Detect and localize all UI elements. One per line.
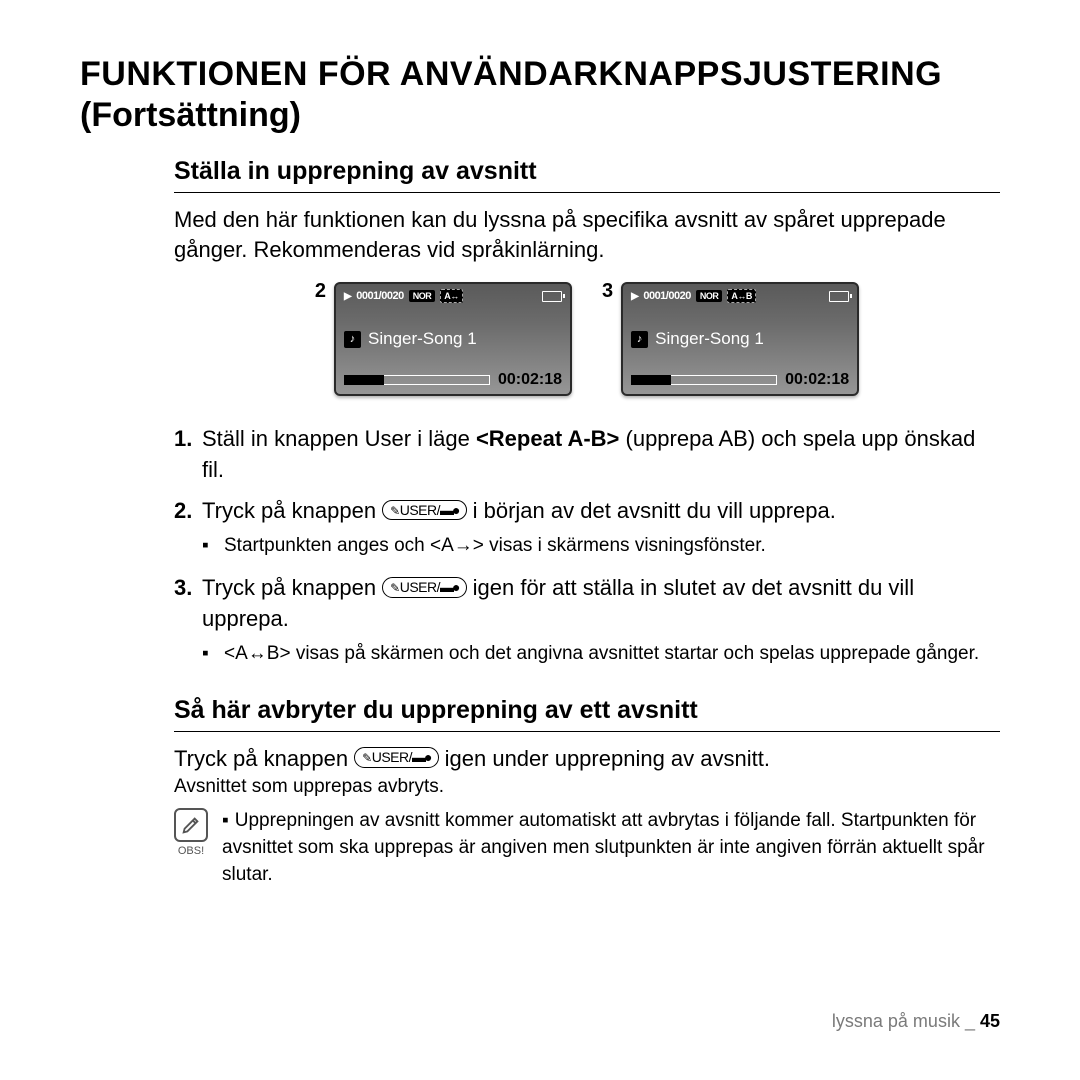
step-body: Ställ in knappen User i läge <Repeat A-B… <box>202 424 1000 486</box>
page-number: 45 <box>980 1011 1000 1031</box>
screen-number: 3 <box>602 280 613 303</box>
battery-icon <box>542 291 562 302</box>
play-icon: ▶ <box>344 291 351 302</box>
obs-label: OBS! <box>178 844 204 859</box>
battery-icon <box>829 291 849 302</box>
music-note-icon: ♪ <box>631 331 648 348</box>
step-number: 1. <box>174 424 202 486</box>
step-3-sub: ▪ <A↔B> visas på skärmen och det angivna… <box>202 641 1000 668</box>
nor-badge: NOR <box>409 290 436 302</box>
progress-bar <box>631 375 777 385</box>
page-title-line2: (Fortsättning) <box>80 96 1000 135</box>
step-2-sub: ▪ Startpunkten anges och <A→> visas i sk… <box>202 533 1000 560</box>
track-title: Singer-Song 1 <box>368 329 477 349</box>
screen-wrap-3: 3 ▶ 0001/0020 NOR A↔B ♪ Singer-Song 1 <box>602 282 859 396</box>
section-1-intro: Med den här funktionen kan du lyssna på … <box>174 205 1000 264</box>
note-icon-column: OBS! <box>174 808 208 888</box>
footer-section: lyssna på musik _ <box>832 1011 975 1031</box>
user-button-icon: ✎USER/▬● <box>354 747 438 768</box>
progress-bar <box>344 375 490 385</box>
music-note-icon: ♪ <box>344 331 361 348</box>
step-1: 1. Ställ in knappen User i läge <Repeat … <box>174 424 1000 486</box>
note-body: ▪Upprepningen av avsnitt kommer automati… <box>222 808 1000 888</box>
screen-number: 2 <box>315 280 326 303</box>
steps-list: 1. Ställ in knappen User i läge <Repeat … <box>174 424 1000 671</box>
note-block: OBS! ▪Upprepningen av avsnitt kommer aut… <box>174 808 1000 888</box>
step-body: Tryck på knappen ✎USER/▬● igen för att s… <box>202 573 1000 671</box>
nor-badge: NOR <box>696 290 723 302</box>
section-2-heading: Så här avbryter du upprepning av ett avs… <box>174 696 1000 732</box>
device-screens-row: 2 ▶ 0001/0020 NOR A↔ ♪ Singer-Song 1 <box>174 282 1000 396</box>
user-button-icon: ✎USER/▬● <box>382 577 466 598</box>
device-screen: ▶ 0001/0020 NOR A↔ ♪ Singer-Song 1 00:02… <box>334 282 572 396</box>
track-counter: 0001/0020 <box>356 290 404 302</box>
step-number: 2. <box>174 496 202 563</box>
track-counter: 0001/0020 <box>643 290 691 302</box>
track-title: Singer-Song 1 <box>655 329 764 349</box>
content-area: Ställa in upprepning av avsnitt Med den … <box>80 157 1000 888</box>
device-screen: ▶ 0001/0020 NOR A↔B ♪ Singer-Song 1 00:0… <box>621 282 859 396</box>
screen-wrap-2: 2 ▶ 0001/0020 NOR A↔ ♪ Singer-Song 1 <box>315 282 572 396</box>
cancel-sub-text: Avsnittet som upprepas avbryts. <box>174 776 1000 798</box>
user-button-icon: ✎USER/▬● <box>382 500 466 521</box>
page-footer: lyssna på musik _ 45 <box>832 1011 1000 1032</box>
page-title-line1: FUNKTIONEN FÖR ANVÄNDARKNAPPSJUSTERING <box>80 55 1000 94</box>
ab-repeat-badge: A↔ <box>440 289 463 303</box>
ab-repeat-badge: A↔B <box>727 289 756 303</box>
note-pencil-icon <box>174 808 208 842</box>
section-2: Så här avbryter du upprepning av ett avs… <box>174 696 1000 889</box>
play-icon: ▶ <box>631 291 638 302</box>
elapsed-time: 00:02:18 <box>785 371 849 389</box>
cancel-text: Tryck på knappen ✎USER/▬● igen under upp… <box>174 744 1000 775</box>
step-3: 3. Tryck på knappen ✎USER/▬● igen för at… <box>174 573 1000 671</box>
step-body: Tryck på knappen ✎USER/▬● i början av de… <box>202 496 1000 563</box>
step-number: 3. <box>174 573 202 671</box>
elapsed-time: 00:02:18 <box>498 371 562 389</box>
step-2: 2. Tryck på knappen ✎USER/▬● i början av… <box>174 496 1000 563</box>
section-1-heading: Ställa in upprepning av avsnitt <box>174 157 1000 193</box>
